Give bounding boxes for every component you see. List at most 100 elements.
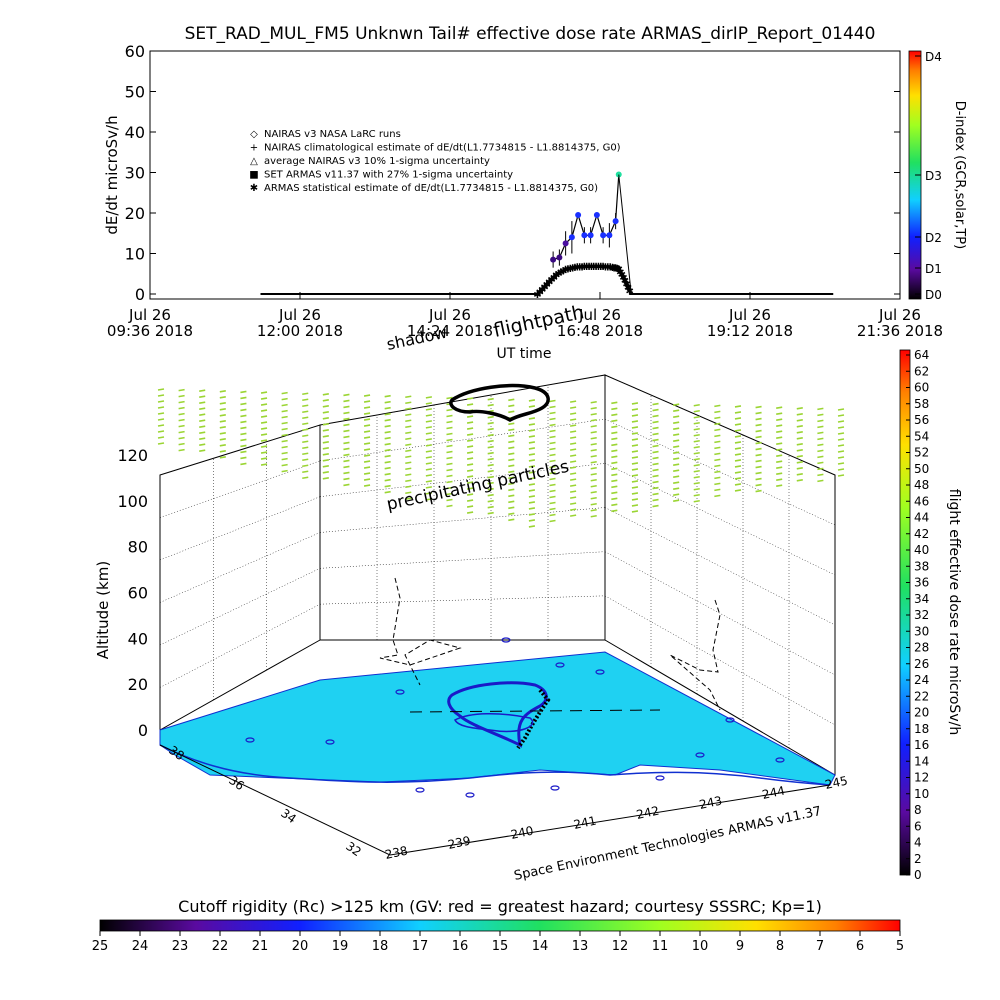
precip-dash	[363, 484, 371, 487]
legend-symbol: ◇	[250, 129, 258, 140]
latitude-axis	[159, 744, 391, 856]
precip-dash	[528, 447, 536, 450]
precip-dash	[714, 416, 721, 420]
precip-dash	[837, 426, 845, 429]
dose-tick-label: 4	[914, 836, 922, 850]
precip-dash	[776, 418, 783, 421]
precip-dash	[157, 406, 165, 409]
precip-dash	[487, 397, 494, 401]
timeseries-xlabel: UT time	[497, 346, 552, 362]
precip-dash	[590, 490, 597, 494]
precip-dash	[590, 478, 597, 482]
precip-dash	[466, 403, 474, 406]
surface-contour-blob	[595, 669, 605, 675]
precip-dash	[528, 483, 536, 486]
dose-tick-label: 6	[914, 819, 922, 833]
precip-dash	[384, 448, 391, 452]
nairas-point: ✱	[561, 265, 569, 276]
precip-dash	[363, 394, 371, 397]
precip-dash	[157, 430, 165, 433]
precip-dash	[446, 480, 453, 484]
precip-dash	[466, 475, 474, 478]
grid-line	[319, 418, 606, 462]
precip-dash	[611, 485, 618, 489]
precip-dash	[384, 490, 391, 494]
precip-dash	[384, 394, 391, 398]
precip-dash	[734, 489, 742, 492]
precip-dash	[219, 450, 226, 453]
boundary-right	[669, 599, 721, 711]
precip-dash	[446, 408, 453, 412]
precip-dash	[673, 403, 680, 406]
dindex-tick-label: D1	[925, 262, 942, 276]
precip-dash	[693, 445, 700, 449]
precip-dash	[549, 399, 556, 403]
precip-dash	[240, 402, 247, 406]
grid-line	[604, 507, 836, 626]
armas-point	[556, 254, 563, 261]
precip-dash	[796, 472, 803, 476]
precip-dash	[363, 442, 371, 445]
y-tick-label: 50	[125, 83, 145, 102]
nairas-point: ✱	[568, 263, 576, 274]
precip-dash	[631, 426, 639, 429]
nairas-point: ✱	[557, 268, 565, 279]
precip-dash	[776, 478, 783, 481]
precip-dash	[219, 444, 226, 447]
rigidity-tick-label: 22	[212, 939, 229, 954]
precip-dash	[425, 486, 433, 489]
legend-label: average NAIRAS v3 10% 1-sigma uncertaint…	[264, 156, 490, 167]
dose-tick-label: 56	[914, 413, 929, 427]
precip-dash	[590, 496, 597, 500]
x-tick-label-line1: Jul 26	[578, 306, 621, 324]
precip-dash	[425, 402, 433, 405]
longitude-tick-label: 245	[824, 773, 849, 791]
precip-dash	[487, 433, 494, 437]
precip-dash	[363, 478, 371, 481]
precip-dash	[631, 474, 639, 477]
legend-label: ARMAS statistical estimate of dE/dt(L1.7…	[264, 183, 598, 194]
altitude-tick-label: 40	[128, 629, 148, 648]
surface-contour-blob	[395, 689, 405, 695]
grid-line	[159, 532, 321, 603]
precip-dash	[405, 473, 412, 477]
nairas-point: ✱	[613, 264, 621, 275]
precip-dash	[755, 405, 762, 409]
precip-dash	[528, 507, 536, 510]
precip-dash	[199, 413, 206, 417]
precip-dash	[693, 451, 700, 455]
precip-dash	[178, 430, 185, 434]
precip-dash	[199, 443, 206, 447]
precip-dash	[569, 424, 577, 427]
precip-dash	[611, 473, 618, 477]
precip-dash	[425, 408, 433, 411]
longitude-tick-label: 240	[509, 823, 534, 841]
precip-dash	[384, 424, 391, 428]
precip-dash	[611, 449, 618, 453]
precip-dash	[631, 468, 639, 471]
precip-dash	[157, 400, 165, 403]
precip-dash	[466, 505, 474, 508]
precip-dash	[405, 479, 412, 483]
precip-dash	[178, 448, 185, 452]
precip-dash	[734, 471, 742, 474]
precip-dash	[673, 475, 680, 478]
precip-dash	[157, 442, 165, 445]
nairas-point: ✱	[604, 262, 612, 273]
dindex-ticks: D0 D1 D2 D3 D4	[915, 50, 942, 302]
precip-dash	[487, 481, 494, 485]
precip-dash	[343, 405, 350, 409]
precip-dash	[157, 412, 165, 415]
precip-dash	[508, 518, 515, 522]
precip-dash	[508, 398, 515, 402]
precip-dash	[281, 391, 288, 395]
precip-dash	[714, 410, 721, 414]
armas-point	[587, 232, 594, 239]
precip-dash	[673, 439, 680, 442]
precip-dash	[425, 444, 433, 447]
nairas-point: ✱	[554, 269, 562, 280]
precip-dash	[322, 423, 329, 426]
